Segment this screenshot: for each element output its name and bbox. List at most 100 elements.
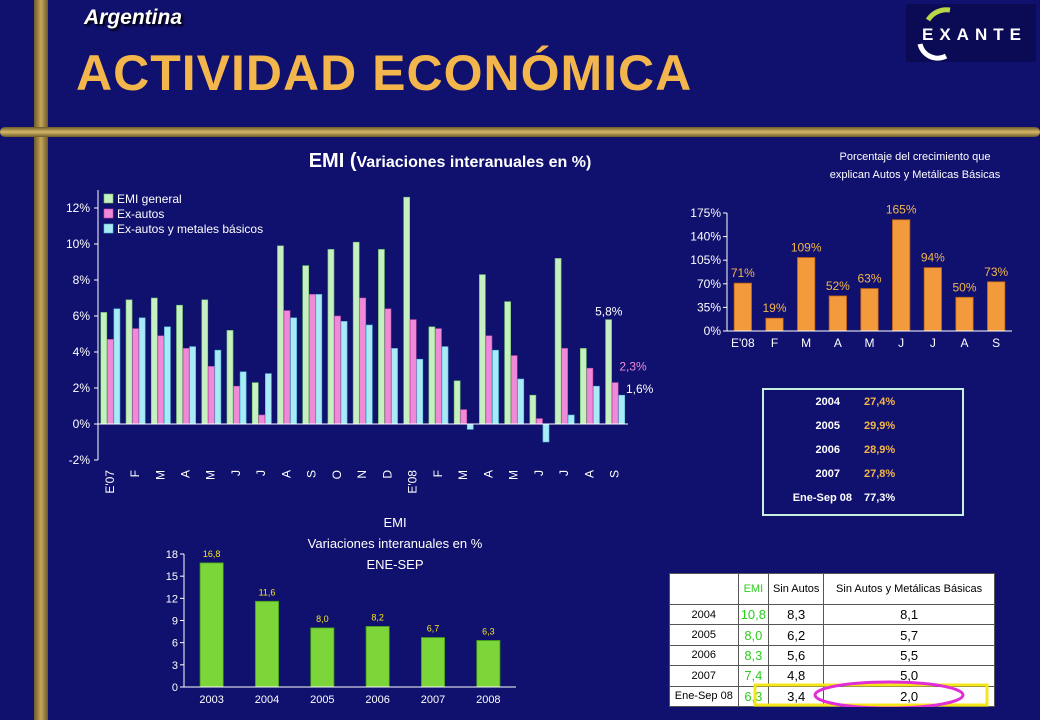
bar-ex-autos	[233, 385, 240, 425]
x-tick-label: D	[380, 470, 394, 479]
x-tick-label: E'08	[731, 336, 755, 350]
bar-ex-autos-metales	[189, 346, 196, 425]
bar-emi-annual	[310, 627, 335, 688]
bar-ex-autos-metales	[618, 394, 626, 425]
table-cell-sin-autos: 8,3	[768, 603, 825, 626]
bar-emi-general	[504, 301, 511, 425]
years-row-year: 2007	[815, 468, 840, 480]
bar-ex-autos-metales	[340, 321, 348, 425]
x-tick-label: J	[930, 336, 936, 350]
bar-pct-growth	[987, 281, 1006, 332]
legend-label: Ex-autos y metales básicos	[117, 222, 263, 236]
bar-ex-autos	[460, 409, 468, 425]
data-label: 11,6	[259, 587, 276, 597]
bar-ex-autos	[359, 297, 367, 425]
table-cell-sin-autos-met: 8,1	[823, 603, 995, 626]
bar-ex-autos-metales	[239, 371, 247, 425]
y-tick-label: 140%	[690, 230, 721, 244]
y-tick-label: 105%	[690, 253, 721, 267]
x-tick-label: M	[507, 470, 521, 480]
bar-emi-annual	[420, 637, 446, 688]
data-label: 165%	[886, 203, 917, 217]
x-tick-label: F	[128, 470, 142, 477]
exante-logo: EXANTE	[906, 4, 1036, 62]
y-tick-label: 18	[166, 549, 178, 561]
bar-emi-general	[327, 249, 335, 425]
x-tick-label: 2008	[476, 694, 500, 706]
data-label: 52%	[826, 279, 850, 293]
bar-ex-autos	[384, 308, 392, 425]
legend-label: Ex-autos	[117, 207, 164, 221]
bar-ex-autos-metales	[567, 414, 575, 425]
bar-emi-annual	[476, 640, 501, 688]
bar-pct-growth	[892, 219, 911, 332]
x-tick-label: A	[960, 336, 968, 350]
y-tick-label: 70%	[697, 277, 721, 291]
bar-ex-autos-metales	[265, 373, 272, 425]
bar-ex-autos-metales	[290, 317, 297, 425]
x-tick-label: 2007	[421, 694, 445, 706]
x-tick-label: A	[582, 470, 596, 478]
annotation-ex-autos-metales: 1,6%	[626, 382, 654, 396]
bar-ex-autos	[258, 414, 266, 425]
x-tick-label: A	[481, 470, 495, 478]
bar-ex-autos	[308, 294, 316, 425]
y-tick-label: 0%	[73, 417, 91, 431]
bar-emi-general	[352, 241, 360, 425]
bar-ex-autos	[132, 328, 139, 425]
data-label: 94%	[921, 251, 945, 265]
years-row: 2005 29,9%	[764, 414, 962, 438]
x-tick-label: S	[305, 470, 319, 478]
x-tick-label: F	[431, 470, 445, 477]
bar-emi-general	[251, 382, 259, 425]
bar-emi-general	[226, 330, 234, 425]
bar-ex-autos-metales	[466, 423, 474, 430]
bar-ex-autos-metales	[492, 349, 499, 425]
years-row-year: Ene-Sep 08	[792, 492, 852, 504]
emi-annual-chart: 16,8 11,6 8,0 8,2 6,7 6,3 0 3 6 9 12 15 18 2003 2004 2…	[166, 549, 516, 706]
bar-emi-annual	[254, 600, 280, 688]
bar-emi-general	[378, 249, 385, 425]
table-cell-label: 2007	[669, 665, 739, 687]
table-cell-sin-autos: 3,4	[768, 685, 825, 708]
bar-ex-autos-metales	[113, 308, 121, 425]
table-cell-emi: 10,8	[737, 603, 770, 626]
x-tick-label: J	[532, 470, 546, 476]
data-label: 63%	[857, 272, 881, 286]
table-header-row: EMI Sin Autos Sin Autos y Metálicas Bási…	[669, 573, 995, 605]
x-tick-label: 2003	[199, 694, 223, 706]
table-header-sin-autos-met: Sin Autos y Metálicas Básicas	[823, 573, 995, 605]
years-row-value: 28,9%	[864, 444, 896, 456]
x-tick-label: J	[898, 336, 904, 350]
page-title: ACTIVIDAD ECONÓMICA	[76, 45, 693, 101]
legend-swatch	[103, 193, 114, 204]
table-cell-label: 2006	[669, 644, 739, 667]
data-label: 8,0	[316, 614, 329, 624]
y-tick-label: -2%	[69, 453, 91, 467]
bar-emi-general	[176, 304, 183, 425]
table-cell-sin-autos-met: 5,5	[823, 644, 995, 667]
x-tick-label: M	[153, 470, 167, 480]
years-row: Ene-Sep 08 77,3%	[764, 486, 962, 510]
bar-emi-general	[201, 299, 209, 425]
bar-emi-general	[529, 394, 537, 425]
years-row-value: 29,9%	[864, 420, 896, 432]
data-label: 71%	[731, 266, 755, 280]
bar-ex-autos-metales	[542, 423, 550, 443]
bar-ex-autos-metales	[517, 378, 525, 425]
bar-ex-autos	[586, 367, 594, 425]
x-tick-label: O	[330, 470, 344, 479]
years-row-value: 27,4%	[864, 396, 896, 408]
x-tick-label: J	[254, 470, 268, 476]
data-label: 73%	[984, 265, 1008, 279]
bar-ex-autos	[207, 366, 215, 425]
y-tick-label: 10%	[66, 237, 90, 251]
bar-ex-autos-metales	[164, 326, 171, 425]
pct-growth-chart: 71% 19% 109% 52% 63% 165% 94% 50% 73% 0% 35% 70% 10…	[690, 203, 1012, 350]
y-tick-label: 0%	[704, 324, 722, 338]
table-cell-label: Ene-Sep 08	[669, 685, 739, 708]
bar-ex-autos	[435, 328, 442, 425]
y-tick-label: 2%	[73, 381, 91, 395]
y-tick-label: 3	[172, 660, 178, 672]
annotation-emi: 5,8%	[595, 305, 623, 319]
